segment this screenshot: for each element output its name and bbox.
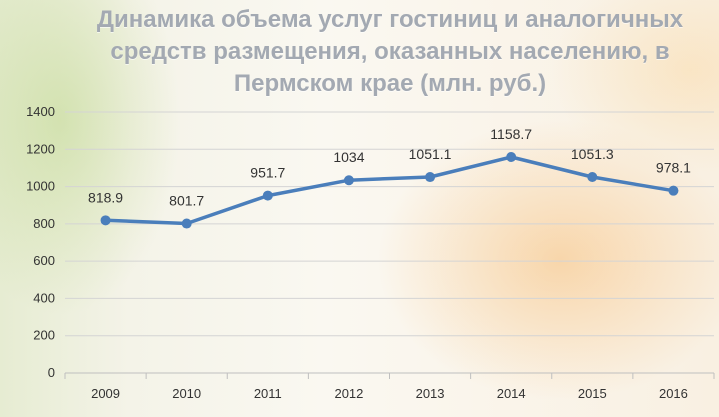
- gridlines: [65, 111, 714, 337]
- data-point: [425, 172, 436, 183]
- data-point: [262, 190, 273, 201]
- data-point: [587, 172, 598, 183]
- y-tick-label: 800: [33, 216, 55, 231]
- y-tick-label: 0: [48, 365, 55, 380]
- x-tick-label: 2011: [254, 386, 282, 401]
- data-label: 951.7: [250, 165, 285, 181]
- data-point: [668, 185, 679, 196]
- series-polyline: [105, 155, 674, 226]
- y-tick-label: 400: [33, 290, 55, 305]
- x-tick-label: 2016: [659, 386, 688, 401]
- data-point: [181, 218, 192, 229]
- data-label: 1051.3: [571, 146, 614, 162]
- data-label: 978.1: [656, 160, 691, 176]
- x-tick-label: 2013: [416, 386, 445, 401]
- chart-title: Динамика объема услуг гостиниц и аналоги…: [40, 4, 719, 100]
- chart-title-line-2: средств размещения, оказанных населению,…: [110, 38, 670, 65]
- chart-title-line-1: Динамика объема услуг гостиниц и аналоги…: [96, 6, 684, 33]
- series-line: [105, 155, 674, 226]
- data-label: 1051.1: [409, 146, 452, 162]
- data-label: 1034: [333, 149, 364, 165]
- data-point: [506, 151, 517, 162]
- data-point: [100, 215, 111, 226]
- x-tick-label: 2010: [172, 386, 201, 401]
- chart-title-line-3: Пермском крае (млн. руб.): [233, 70, 547, 97]
- y-tick-label: 1000: [26, 179, 55, 194]
- x-axis: 2009 2010 2011 2012 2013 2014 2015 2016: [64, 372, 715, 401]
- y-tick-label: 200: [33, 328, 55, 343]
- data-label: 1158.7: [490, 126, 532, 142]
- data-point: [343, 175, 354, 186]
- x-tick-label: 2012: [334, 386, 363, 401]
- y-axis-ticks: 0 200 400 600 800 1000 1200 1400: [26, 104, 55, 380]
- data-labels: 818.9 801.7 951.7 1034 1051.1 1158.7 1051.3 978…: [88, 126, 691, 209]
- data-label: 801.7: [169, 193, 204, 209]
- x-tick-label: 2015: [578, 386, 607, 401]
- y-tick-label: 1200: [26, 141, 55, 156]
- data-label: 818.9: [88, 189, 123, 205]
- x-tick-label: 2014: [497, 386, 526, 401]
- y-tick-label: 1400: [26, 104, 55, 119]
- x-tick-label: 2009: [91, 386, 120, 401]
- y-tick-label: 600: [33, 253, 55, 268]
- series-points: [100, 151, 679, 229]
